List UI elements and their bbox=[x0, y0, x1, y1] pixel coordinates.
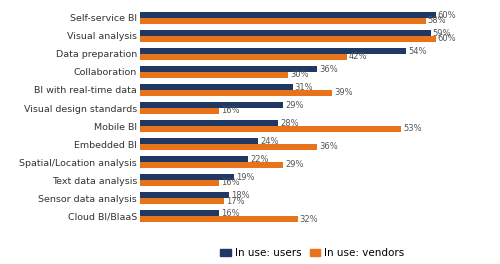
Text: 16%: 16% bbox=[221, 106, 240, 115]
Text: 36%: 36% bbox=[320, 143, 338, 152]
Bar bbox=[140, 192, 228, 198]
Bar bbox=[140, 84, 293, 90]
Bar bbox=[140, 48, 406, 54]
Bar bbox=[140, 198, 224, 204]
Bar bbox=[140, 36, 436, 42]
Text: 58%: 58% bbox=[428, 16, 446, 25]
Text: 54%: 54% bbox=[408, 46, 426, 55]
Bar bbox=[140, 138, 258, 144]
Text: 22%: 22% bbox=[250, 155, 269, 164]
Text: 60%: 60% bbox=[438, 11, 456, 20]
Text: 30%: 30% bbox=[290, 70, 308, 79]
Bar bbox=[140, 216, 298, 222]
Legend: In use: users, In use: vendors: In use: users, In use: vendors bbox=[216, 244, 409, 262]
Bar bbox=[140, 156, 248, 162]
Bar bbox=[140, 180, 219, 186]
Text: 24%: 24% bbox=[260, 137, 279, 146]
Text: 36%: 36% bbox=[320, 65, 338, 74]
Bar bbox=[140, 144, 318, 150]
Bar bbox=[140, 30, 431, 36]
Bar bbox=[140, 210, 219, 216]
Text: 17%: 17% bbox=[226, 196, 244, 205]
Text: 29%: 29% bbox=[285, 101, 304, 110]
Text: 18%: 18% bbox=[230, 191, 250, 200]
Text: 29%: 29% bbox=[285, 161, 304, 169]
Text: 53%: 53% bbox=[403, 124, 422, 133]
Text: 16%: 16% bbox=[221, 178, 240, 187]
Bar bbox=[140, 18, 426, 24]
Bar bbox=[140, 12, 436, 18]
Text: 28%: 28% bbox=[280, 119, 298, 128]
Bar bbox=[140, 108, 219, 114]
Text: 42%: 42% bbox=[349, 52, 368, 61]
Text: 31%: 31% bbox=[295, 83, 314, 92]
Bar bbox=[140, 126, 401, 132]
Text: 59%: 59% bbox=[433, 29, 452, 37]
Bar bbox=[140, 102, 283, 108]
Text: 60%: 60% bbox=[438, 34, 456, 43]
Bar bbox=[140, 162, 283, 168]
Bar bbox=[140, 66, 318, 72]
Text: 39%: 39% bbox=[334, 88, 353, 97]
Bar bbox=[140, 54, 347, 60]
Bar bbox=[140, 90, 332, 96]
Text: 19%: 19% bbox=[236, 173, 254, 182]
Text: 16%: 16% bbox=[221, 209, 240, 218]
Bar bbox=[140, 174, 234, 180]
Bar bbox=[140, 72, 288, 78]
Text: 32%: 32% bbox=[300, 215, 318, 224]
Bar bbox=[140, 120, 278, 126]
